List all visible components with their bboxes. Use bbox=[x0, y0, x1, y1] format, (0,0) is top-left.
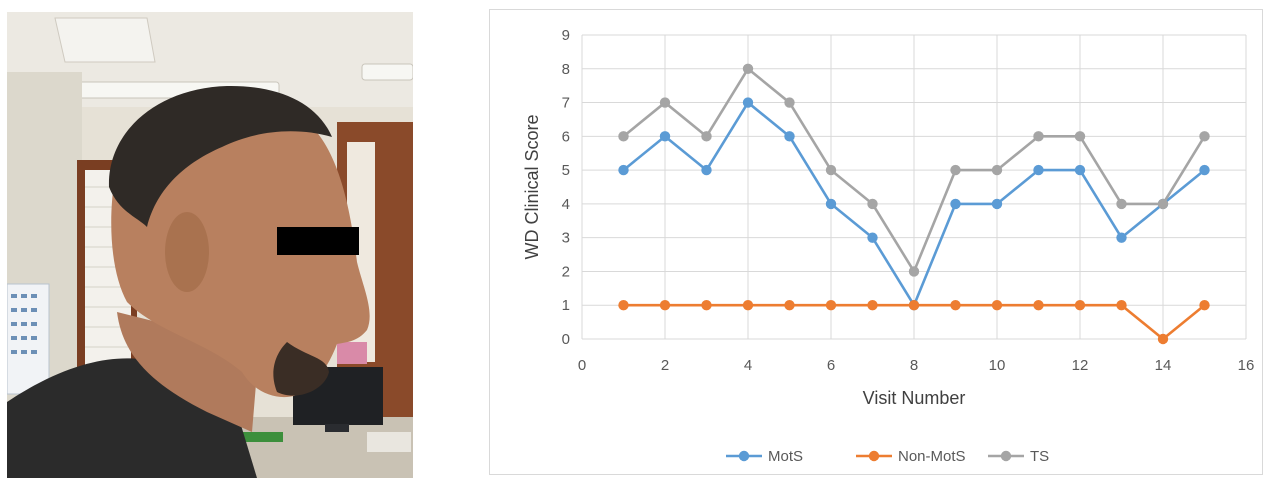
data-point bbox=[867, 300, 878, 311]
photo-illustration bbox=[7, 12, 413, 478]
x-axis-title: Visit Number bbox=[863, 388, 966, 408]
x-tick-label: 0 bbox=[578, 357, 586, 374]
data-point bbox=[701, 300, 712, 311]
data-point bbox=[1074, 300, 1086, 311]
legend-swatch-marker bbox=[738, 450, 750, 462]
y-tick-label: 2 bbox=[562, 263, 570, 280]
data-point bbox=[784, 97, 795, 108]
y-tick-label: 5 bbox=[562, 162, 570, 179]
data-point bbox=[991, 198, 1003, 210]
legend-swatch-marker bbox=[868, 450, 880, 462]
data-point bbox=[825, 300, 837, 311]
y-axis-title: WD Clinical Score bbox=[522, 114, 542, 259]
x-tick-label: 2 bbox=[661, 357, 669, 374]
x-axis-ticks: 0 2 4 6 8 10 12 14 16 bbox=[578, 357, 1255, 374]
legend-item: Non-MotS bbox=[856, 448, 966, 465]
data-point bbox=[742, 97, 754, 108]
x-tick-label: 4 bbox=[744, 357, 752, 374]
data-point bbox=[1033, 300, 1044, 311]
y-tick-label: 7 bbox=[562, 95, 570, 112]
y-axis-ticks: 0 1 2 3 4 5 6 7 8 9 bbox=[562, 27, 570, 348]
legend-item: MotS bbox=[726, 448, 803, 465]
data-point bbox=[991, 164, 1003, 176]
data-point bbox=[867, 232, 878, 243]
data-point bbox=[950, 164, 961, 176]
y-tick-label: 9 bbox=[562, 27, 570, 44]
series-lines bbox=[618, 63, 1210, 345]
data-point bbox=[701, 131, 712, 142]
y-tick-label: 3 bbox=[562, 230, 570, 247]
data-point bbox=[742, 300, 754, 311]
eye-censor-bar bbox=[277, 227, 359, 255]
data-point bbox=[908, 266, 920, 277]
data-point bbox=[1074, 164, 1086, 176]
data-point bbox=[867, 198, 878, 210]
data-point bbox=[784, 131, 795, 142]
data-point bbox=[1199, 300, 1210, 311]
legend-item: TS bbox=[988, 448, 1049, 465]
data-point bbox=[1033, 164, 1044, 176]
data-point bbox=[1116, 300, 1127, 311]
data-point bbox=[1116, 198, 1127, 210]
x-tick-label: 10 bbox=[989, 357, 1006, 374]
x-tick-label: 6 bbox=[827, 357, 835, 374]
data-point bbox=[991, 300, 1003, 311]
series-non-mots bbox=[618, 300, 1210, 345]
data-point bbox=[1199, 164, 1210, 176]
data-point bbox=[618, 300, 629, 311]
gridlines bbox=[581, 34, 1247, 340]
data-point bbox=[618, 164, 629, 176]
data-point bbox=[618, 131, 629, 142]
legend-label: TS bbox=[1030, 448, 1049, 465]
data-point bbox=[908, 300, 920, 311]
y-tick-label: 4 bbox=[562, 196, 570, 213]
legend: MotS Non-MotS TS bbox=[726, 448, 1049, 465]
legend-label: MotS bbox=[768, 448, 803, 465]
data-point bbox=[742, 63, 754, 74]
x-tick-label: 8 bbox=[910, 357, 918, 374]
data-point bbox=[1074, 131, 1086, 142]
data-point bbox=[950, 198, 961, 210]
data-point bbox=[1157, 198, 1169, 210]
data-point bbox=[1116, 232, 1127, 243]
data-point bbox=[659, 300, 671, 311]
y-tick-label: 6 bbox=[562, 128, 570, 145]
x-tick-label: 16 bbox=[1238, 357, 1255, 374]
y-tick-label: 0 bbox=[562, 331, 570, 348]
data-point bbox=[1199, 131, 1210, 142]
data-point bbox=[1033, 131, 1044, 142]
series-ts bbox=[618, 63, 1210, 277]
data-point bbox=[659, 131, 671, 142]
data-point bbox=[784, 300, 795, 311]
data-point bbox=[825, 198, 837, 210]
data-point bbox=[825, 164, 837, 176]
legend-swatch-marker bbox=[1000, 450, 1012, 462]
profile-photo bbox=[7, 12, 413, 478]
x-tick-label: 14 bbox=[1155, 357, 1172, 374]
data-point bbox=[950, 300, 961, 311]
data-point bbox=[659, 97, 671, 108]
y-tick-label: 1 bbox=[562, 297, 570, 314]
data-point bbox=[1157, 333, 1169, 345]
x-tick-label: 12 bbox=[1072, 357, 1089, 374]
data-point bbox=[701, 164, 712, 176]
legend-label: Non-MotS bbox=[898, 448, 966, 465]
y-tick-label: 8 bbox=[562, 61, 570, 78]
